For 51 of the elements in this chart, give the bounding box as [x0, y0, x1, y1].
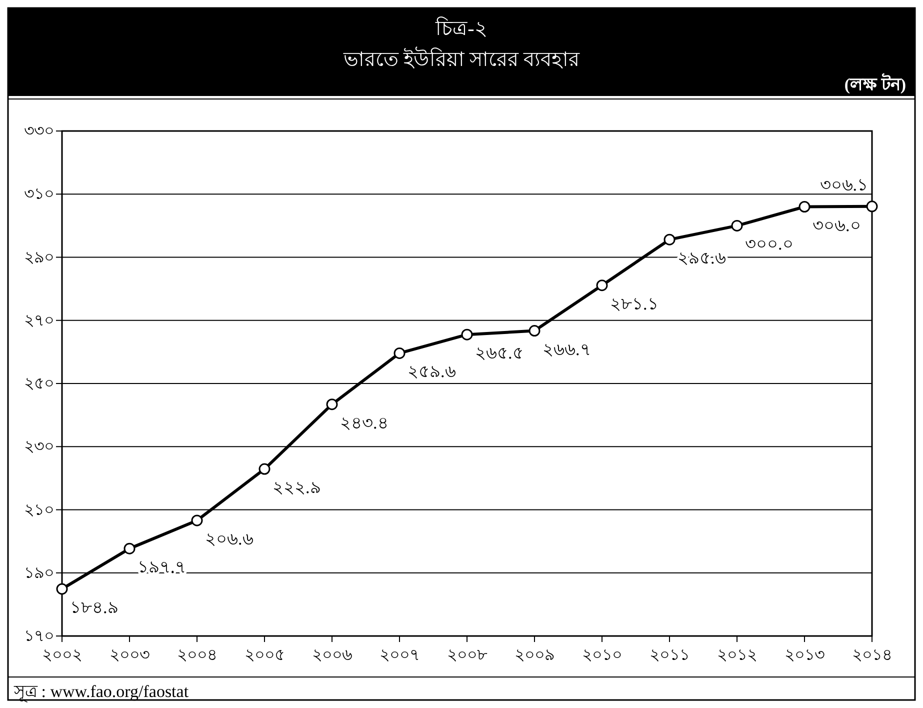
x-tick-label: ২০০৭: [380, 647, 420, 664]
y-tick-label: ৩১০: [24, 186, 54, 204]
point: [191, 514, 203, 526]
text: সূত্র : www.fao.org/faostat: [13, 682, 189, 702]
point: [798, 201, 810, 212]
data-label: ৩০৬.১: [820, 175, 868, 194]
x-tick-label: ২০০৩: [110, 647, 150, 664]
point: [394, 347, 406, 359]
point: [56, 583, 68, 595]
y-tick-label: ২৩০: [24, 438, 54, 456]
data-label: ৩০০.০: [745, 234, 794, 254]
y-tick-label: ২১০: [24, 502, 54, 519]
data-label: ৩০৬.০: [812, 216, 861, 235]
y-tick-label: ৩৩০: [24, 123, 54, 140]
y-tick-label: ১৯০: [24, 564, 54, 582]
x-tick-label: ২০১৩: [784, 647, 824, 664]
chart-title: চিত্র-২: [434, 17, 488, 40]
x-tick-label: ২০০৫: [244, 647, 284, 664]
x-tick-label: ২০১০: [582, 647, 622, 664]
chart-subtitle: ভারতে ইউরিয়া সারের ব্যবহার: [342, 47, 580, 71]
point: [866, 200, 878, 212]
x-tick-label: ২০১৪: [852, 647, 892, 664]
x-tick-label: ২০০৬: [312, 647, 352, 664]
data-label: ১৯৭.৭: [138, 558, 186, 577]
y-tick-label: ২৫০: [24, 376, 54, 392]
point: [664, 234, 676, 246]
x-tick-label: ২০১১: [650, 647, 690, 664]
x-tick-label: ২০০৮: [447, 647, 488, 664]
data-label: ২২২.৯: [272, 478, 321, 498]
x-tick-label: ২০০৯: [514, 647, 554, 664]
x-tick-label: ২০১২: [717, 647, 757, 664]
data-label: ২৫৯.৬: [408, 362, 456, 382]
data-label: ১৮৪.৯: [70, 598, 118, 617]
x-tick-label: ২০০২: [42, 647, 82, 664]
y-axis-title: (লক্ষ টন): [844, 73, 906, 94]
point: [326, 398, 338, 410]
data-label: ২৬৫.৫: [475, 344, 524, 363]
point: [461, 328, 473, 340]
point: [596, 280, 608, 292]
data-label: ২৪৩.৪: [340, 413, 388, 432]
y-tick-label: ১৭০: [24, 628, 54, 645]
point: [258, 463, 270, 475]
x-tick-label: ২০০৪: [177, 647, 217, 664]
data-label: ২৮১.১: [610, 294, 658, 314]
data-label: ২৬৬.৭: [542, 340, 591, 359]
y-tick-label: ২৭০: [24, 312, 54, 330]
point: [528, 325, 540, 337]
data-label: ২০৬.৬: [205, 529, 254, 548]
point: [731, 220, 743, 232]
y-tick-label: ২৯০: [24, 249, 54, 266]
point: [124, 542, 136, 554]
